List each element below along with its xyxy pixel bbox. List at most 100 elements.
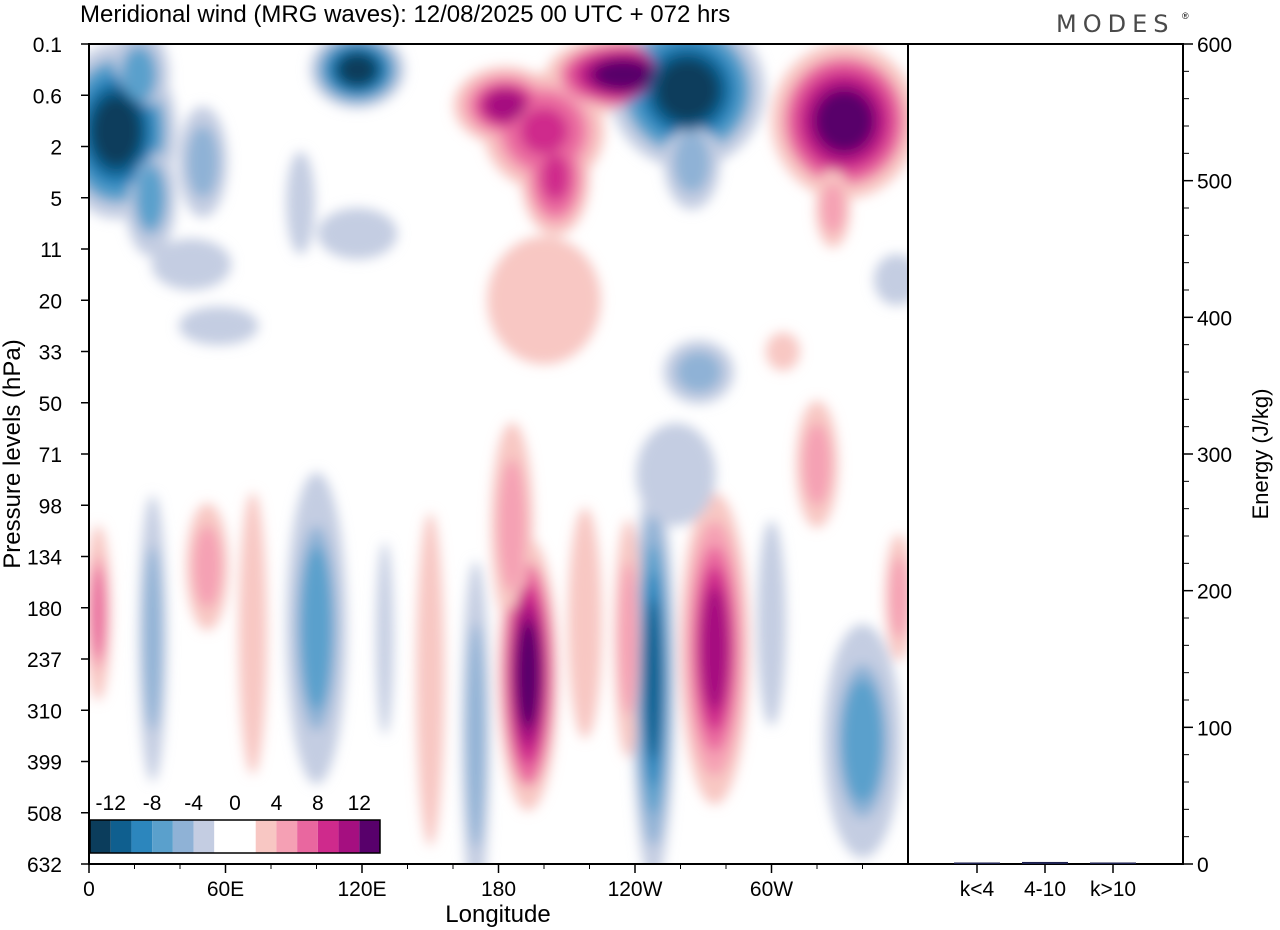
energy-bar [954, 862, 1000, 864]
colorbar-swatch [235, 820, 256, 853]
contour-region [528, 115, 560, 147]
contour-region [894, 577, 904, 618]
y-tick-label: 399 [27, 752, 62, 775]
y-tick-label: 508 [27, 803, 62, 826]
colorbar-swatch [110, 820, 132, 853]
x-tick-label: 60W [750, 878, 793, 901]
colorbar-swatch [317, 820, 339, 853]
energy-bar [1090, 862, 1136, 864]
energy-bar [1022, 861, 1068, 864]
colorbar-swatch [131, 820, 153, 853]
y-tick-label: 71 [39, 444, 62, 467]
contour-region [491, 95, 519, 116]
contour-region [776, 343, 790, 360]
y-tick-label: 632 [27, 854, 62, 877]
y-axis-label: Pressure levels (hPa) [0, 339, 26, 568]
y-tick-label: 134 [27, 547, 62, 570]
heatmap-panel [88, 43, 909, 865]
contour-region [294, 182, 307, 224]
colorbar-swatch [255, 820, 277, 853]
colorbar-frame [89, 819, 381, 854]
contour-region [682, 146, 701, 178]
colorbar-tick-label: -4 [184, 792, 203, 815]
y-tick-label: 33 [39, 342, 62, 365]
x-tick-label: 120E [337, 878, 386, 901]
colorbar-swatch [172, 820, 194, 853]
colorbar-legend: -12 -8 -4 0 4 8 12 [89, 792, 381, 854]
y-tick-label: 98 [39, 495, 62, 518]
energy-tick-label: 400 [1197, 307, 1232, 330]
contour-region [194, 143, 211, 180]
contour-region [471, 679, 481, 793]
y-tick-label: 5 [50, 188, 62, 211]
contour-region [603, 64, 645, 85]
x-axis-label: Longitude [445, 901, 550, 928]
contour-region [705, 607, 724, 690]
contour-region [765, 582, 778, 665]
contour-region [131, 61, 148, 88]
energy-categories: k<4 4-10 k>10 [960, 864, 1136, 901]
contour-region [148, 592, 158, 685]
y-tick-label: 50 [39, 393, 62, 416]
contour-region [666, 69, 708, 111]
colorbar-swatch [297, 820, 318, 853]
contour-region [852, 710, 873, 772]
contour-region [381, 600, 389, 677]
longitude-axis: 0 60E 120E 180 120W 60W [83, 864, 863, 901]
colorbar-tick-label: -8 [143, 792, 162, 815]
x-tick-label: 120W [608, 878, 663, 901]
contour-region [175, 254, 208, 275]
y-tick-label: 2 [50, 137, 62, 160]
contour-region [344, 59, 370, 80]
contour-region [94, 589, 102, 636]
contour-region [827, 195, 839, 221]
colorbar-tick-label: 0 [229, 792, 241, 815]
colorbar-swatch [214, 820, 235, 853]
y-tick-label: 180 [27, 598, 62, 621]
contour-region [687, 361, 711, 383]
contour-region [143, 182, 158, 214]
energy-tick-label: 600 [1197, 34, 1232, 57]
contour-region [546, 161, 565, 193]
contour-blobs [89, 44, 908, 864]
energy-tick-label: 100 [1197, 717, 1232, 740]
colorbar-tick-label: -12 [96, 792, 126, 815]
colorbar-swatch [338, 820, 360, 853]
x-tick-label: 180 [481, 878, 516, 901]
contour-region [660, 454, 692, 495]
contour-region [505, 492, 519, 560]
energy-cat-label: 4-10 [1024, 878, 1066, 901]
y-tick-label: 310 [27, 700, 62, 723]
energy-tick-label: 300 [1197, 444, 1232, 467]
energy-axis: 0 100 200 300 400 500 600 [1183, 34, 1232, 877]
y-tick-label: 237 [27, 649, 62, 672]
contour-region [647, 625, 659, 734]
contour-region [100, 108, 133, 155]
contour-region [341, 223, 374, 244]
colorbar-swatch [193, 820, 215, 853]
y-tick-label: 0.6 [33, 85, 62, 108]
energy-bars [954, 861, 1136, 864]
colorbar-tick-label: 4 [271, 792, 283, 815]
contour-region [247, 577, 259, 690]
colorbar-swatch [90, 820, 111, 853]
energy-tick-label: 500 [1197, 171, 1232, 194]
contour-region [521, 274, 567, 326]
chart-title: Meridional wind (MRG waves): 12/08/2025 … [80, 1, 730, 28]
pressure-axis: 0.1 0.6 2 5 11 20 33 50 71 98 134 180 237 310 399 508 63… [27, 34, 89, 877]
colorbar-tick-label: 8 [312, 792, 324, 815]
brand-registered-mark: ® [1182, 11, 1189, 21]
y-tick-label: 11 [40, 239, 62, 262]
energy-tick-label: 200 [1197, 581, 1232, 604]
brand-logo: MODES [1056, 10, 1174, 38]
contour-region [424, 612, 436, 747]
energy-axis-label: Energy (J/kg) [1248, 389, 1273, 520]
x-tick-label: 0 [83, 878, 95, 901]
y-tick-label: 20 [39, 290, 62, 313]
energy-tick-label: 0 [1197, 854, 1209, 877]
energy-cat-label: k<4 [960, 878, 995, 901]
energy-cat-label: k>10 [1090, 878, 1136, 901]
energy-frame [907, 43, 1184, 865]
contour-region [200, 546, 215, 588]
